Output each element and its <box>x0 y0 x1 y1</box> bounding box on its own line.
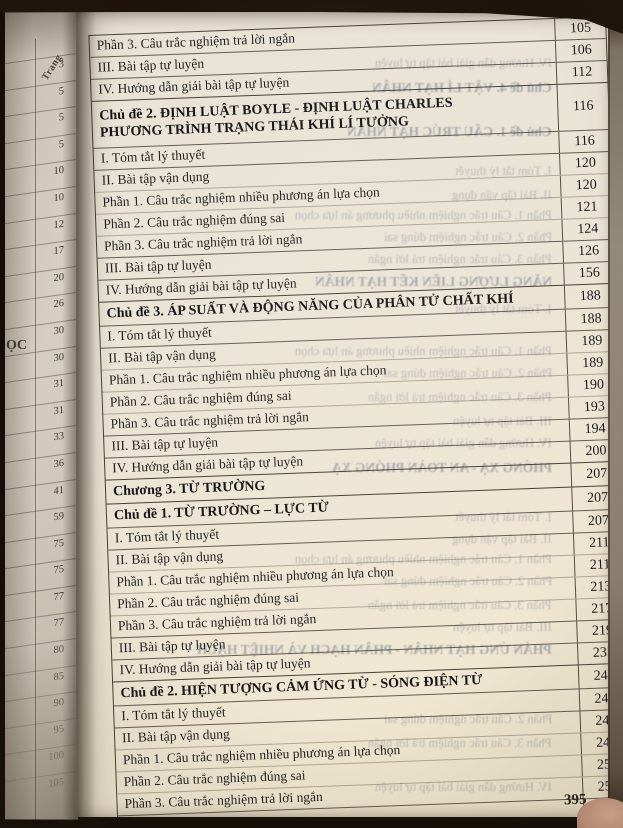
toc-table: Phần 3. Câu trắc nghiệm trả lời ngắn 105… <box>88 16 610 817</box>
toc-row-page: 116 <box>558 129 610 153</box>
toc-row-label-line1: III. Bài tập tự luyện <box>97 55 205 75</box>
main-page: IV. Hướng dẫn giải bài tập tự luyện Chủ đ… <box>76 12 610 817</box>
toc-row-label-line1: Phần 3. Câu trắc nghiệm trả lời ngắn <box>110 409 310 432</box>
page-stack-right-edge <box>608 0 623 828</box>
gutter-shadow <box>62 0 96 828</box>
toc-row-page: 121 <box>560 195 610 219</box>
toc-row-label-line1: Phần 3. Câu trắc nghiệm trả lời ngắn <box>103 231 303 254</box>
toc-row-label-line1: Phần 2. Câu trắc nghiệm đúng sai <box>116 589 300 612</box>
toc-row-label-line1: Phần 2. Câu trắc nghiệm đúng sai <box>123 767 306 790</box>
toc-row-page: 248 <box>580 731 610 755</box>
toc-row-label-line1: II. Bài tập vận dụng <box>101 168 210 188</box>
toc-row-label-line1: I. Tóm tắt lý thuyết <box>121 704 226 724</box>
left-page-text-fragment: ỌC <box>6 338 27 354</box>
toc-row-label-line1: II. Bài tập vận dụng <box>115 548 224 568</box>
toc-row-page: 193 <box>567 395 610 419</box>
toc-row-page: 213 <box>574 575 610 599</box>
toc-row-label-line1: Phần 2. Câu trắc nghiệm đúng sai <box>109 387 292 410</box>
toc-row-label-line1: Phần 3. Câu trắc nghiệm trả lời ngắn <box>117 611 317 634</box>
photo-left-edge <box>0 0 5 828</box>
toc-row-page: 245 <box>578 687 610 711</box>
toc-row-label-line1: Phần 3. Câu trắc nghiệm trả lời ngắn <box>96 30 296 53</box>
toc-row-label-line1: I. Tóm tắt lý thuyết <box>100 146 206 166</box>
toc-row-label-line1: I. Tóm tắt lý thuyết <box>107 324 212 344</box>
toc-row-page: 190 <box>567 373 610 397</box>
toc-row-page: 217 <box>575 597 610 621</box>
toc-row-label-line1: Phần 3. Câu trắc nghiệm trả lời ngắn <box>124 788 324 812</box>
toc-row-page: 248 <box>579 709 610 733</box>
toc-row-page: 245 <box>577 663 610 689</box>
toc-row-page: 120 <box>559 173 610 197</box>
finger-corner <box>577 798 623 828</box>
left-page-shading <box>4 10 78 820</box>
toc-row-page: 250 <box>581 753 610 777</box>
toc-row-page: 207 <box>571 485 610 511</box>
toc-row-label-line1: I. Tóm tắt lý thuyết <box>114 526 220 546</box>
toc-row-page: 124 <box>561 217 610 241</box>
toc-row-page: 219 <box>576 619 610 643</box>
toc-row-page: 106 <box>554 39 607 62</box>
toc-row-page: 235 <box>576 641 610 665</box>
toc-row-label-line1: II. Bài tập vận dụng <box>121 726 230 746</box>
toc-row-label-line1: III. Bài tập tự luyện <box>118 636 226 656</box>
toc-row-page: 120 <box>559 151 610 175</box>
toc-row-page: 189 <box>566 351 610 375</box>
toc-row-page: 116 <box>556 82 610 131</box>
toc-row-label-line1: III. Bài tập tự luyện <box>111 434 219 454</box>
toc-row-page: 188 <box>563 283 610 309</box>
toc-row-page: 126 <box>562 239 610 263</box>
toc-row-label-line1: IV. Hướng dẫn giải bài tập tự luyện <box>98 74 290 97</box>
toc-row-label-line1: II. Bài tập vận dụng <box>107 346 217 366</box>
toc-row-page: 207 <box>570 461 610 487</box>
toc-row-page: 194 <box>568 417 610 441</box>
toc-row-label-line1: IV. Hướng dẫn giải bài tập tự luyện <box>105 275 297 298</box>
toc-row-page: 200 <box>569 439 610 463</box>
photo-bottom-edge <box>0 819 623 828</box>
toc-row-page: 207 <box>572 509 610 533</box>
toc-row-page: 112 <box>555 61 608 84</box>
toc-row-page: 211 <box>573 553 610 577</box>
toc-row-page: 211 <box>572 531 610 555</box>
toc-row-page: 156 <box>563 261 610 285</box>
toc-row-label-line1: IV. Hướng dẫn giải bài tập tự luyện <box>119 655 311 678</box>
toc-row-label-line1: Chương 3. TỪ TRƯỜNG <box>112 478 266 500</box>
toc-row-page: 189 <box>565 329 610 353</box>
toc-row-label-line1: III. Bài tập tự luyện <box>104 256 212 276</box>
toc-row-label-line1: III. Bài tập tự luyện <box>125 814 232 817</box>
toc-row-page: 188 <box>564 307 610 331</box>
left-page-edge: Trang 3555101012172026303031313336415975… <box>4 10 78 820</box>
toc-row-label-line1: IV. Hướng dẫn giải bài tập tự luyện <box>111 453 304 476</box>
toc-row-label-line1: Phần 2. Câu trắc nghiệm đúng sai <box>103 209 286 232</box>
